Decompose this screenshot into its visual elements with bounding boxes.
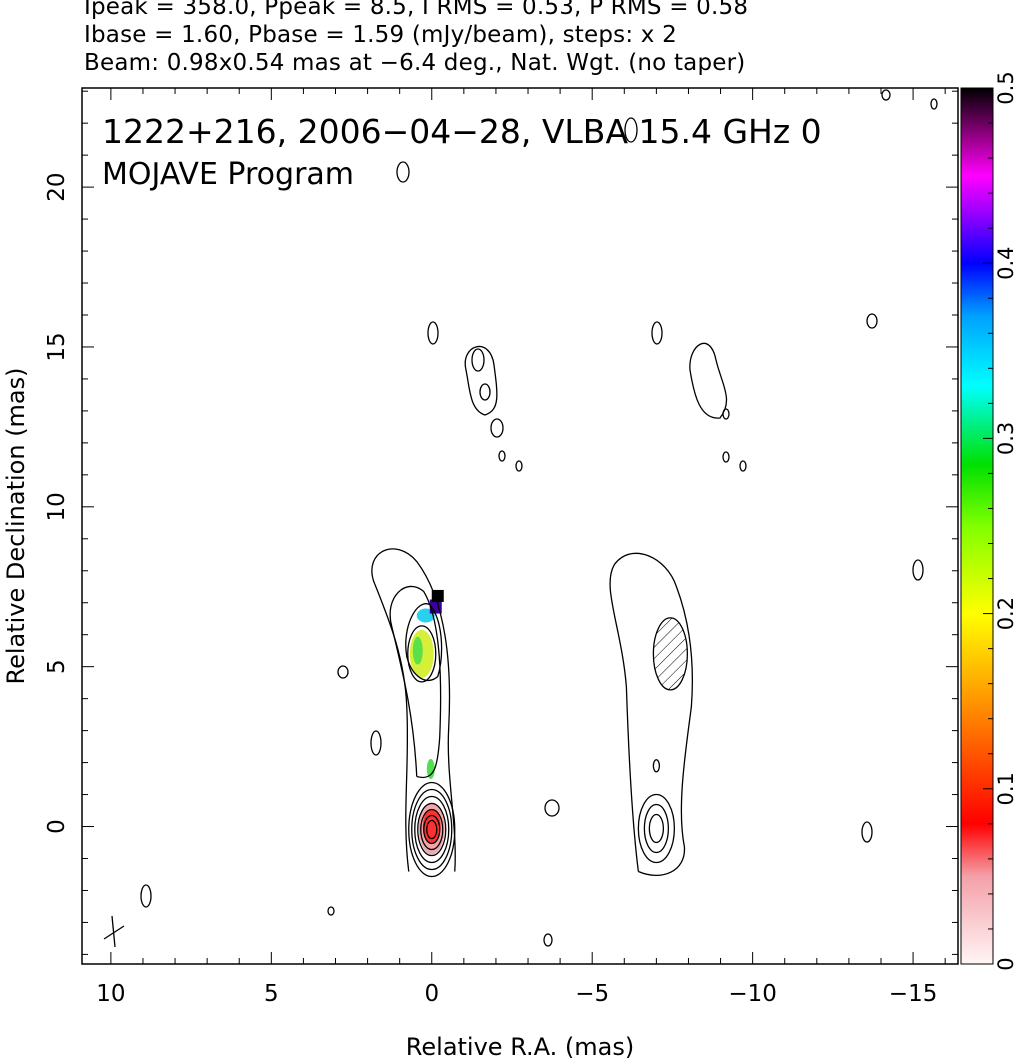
- noise-contour: [140, 884, 152, 908]
- fpol-knot-green: [426, 758, 435, 779]
- pol-core-contour-1: [648, 813, 665, 844]
- noise-contour: [515, 460, 523, 472]
- jet-knot-contour: [407, 625, 437, 683]
- pol-jet-contour: [609, 552, 694, 876]
- x-tick-label: 0: [424, 981, 439, 1007]
- noise-contour: [930, 98, 938, 110]
- y-tick-label: 0: [44, 819, 70, 834]
- y-tick-label: 5: [44, 659, 70, 674]
- core-contour: [420, 808, 444, 851]
- noise-contour: [739, 460, 747, 472]
- fpol-jet-peak: [431, 589, 444, 602]
- pol-core-contour-3: [637, 793, 676, 864]
- noise-contour: [479, 383, 491, 401]
- x-axis-label: Relative R.A. (mas): [406, 1033, 634, 1060]
- x-tick-label: −15: [889, 981, 938, 1007]
- noise-contour-large: [464, 345, 498, 416]
- plot-frame: [81, 87, 959, 965]
- colorbar-tick-label: 0.1: [994, 772, 1018, 805]
- core-contour: [426, 819, 438, 840]
- noise-contour: [396, 161, 410, 183]
- beam-cross-minor: [111, 915, 116, 948]
- jet-contour-2: [389, 585, 442, 779]
- noise-contour: [543, 933, 553, 947]
- pol-jet-knot-hatched: [652, 617, 689, 691]
- noise-contour: [471, 348, 485, 372]
- header-line-2: Ibase = 1.60, Pbase = 1.59 (mJy/beam), s…: [84, 22, 677, 48]
- noise-contour: [881, 89, 891, 101]
- header-line-1: Ipeak = 358.0, Ppeak = 8.5, I RMS = 0.53…: [84, 0, 749, 20]
- noise-contour: [861, 821, 873, 843]
- pol-noise-contour-large: [689, 342, 728, 419]
- core-contour: [414, 795, 450, 864]
- colorbar-tick-label: 0.4: [994, 246, 1018, 279]
- colorbar-tick-label: 0: [994, 957, 1018, 970]
- core-contour: [423, 814, 441, 845]
- noise-contour: [624, 117, 638, 143]
- colorbar-tick-label: 0.5: [994, 71, 1018, 104]
- y-tick-label: 20: [44, 172, 70, 201]
- core-contour: [411, 788, 453, 871]
- noise-contour: [327, 906, 335, 916]
- source-annotation: 1222+216, 2006−04−28, VLBA 15.4 GHz 0: [102, 112, 822, 151]
- x-tick-label: −10: [728, 981, 777, 1007]
- program-annotation: MOJAVE Program: [102, 157, 354, 192]
- pol-core-contour-2: [643, 803, 670, 854]
- y-axis-label: Relative Declination (mas): [2, 367, 30, 684]
- noise-contour: [651, 321, 663, 345]
- pol-knot-small: [652, 759, 661, 773]
- colorbar-tick-label: 0.3: [994, 422, 1018, 455]
- colorbar: [960, 87, 994, 965]
- y-tick-label: 10: [44, 492, 70, 521]
- x-tick-label: 10: [96, 981, 125, 1007]
- noise-contour: [370, 730, 382, 756]
- header-line-3: Beam: 0.98x0.54 mas at −6.4 deg., Nat. W…: [84, 50, 746, 76]
- colorbar-tick-label: 0.2: [994, 597, 1018, 630]
- x-tick-label: 5: [264, 981, 279, 1007]
- noise-contour: [490, 418, 504, 438]
- noise-contour: [544, 799, 560, 817]
- noise-contour: [427, 321, 439, 345]
- y-tick-label: 15: [44, 332, 70, 361]
- x-tick-label: −5: [575, 981, 609, 1007]
- noise-contour: [866, 313, 878, 329]
- core-contour: [417, 802, 447, 857]
- noise-contour: [337, 665, 349, 679]
- jet-contour-3: [405, 603, 443, 682]
- contour-layer: [103, 89, 938, 948]
- noise-contour: [498, 450, 506, 462]
- noise-contour: [912, 559, 924, 581]
- jet-contour-1: [371, 548, 456, 872]
- noise-contour: [722, 451, 730, 463]
- core-contour: [408, 781, 456, 878]
- plot-area: 10 5 0 −5 −10 −15 0 5 10 15 20 0 0.1 0.2 0.3 0.4 0.5: [44, 71, 1018, 1007]
- fpol-jet-violet: [429, 599, 442, 614]
- fpol-jet-green: [412, 636, 423, 665]
